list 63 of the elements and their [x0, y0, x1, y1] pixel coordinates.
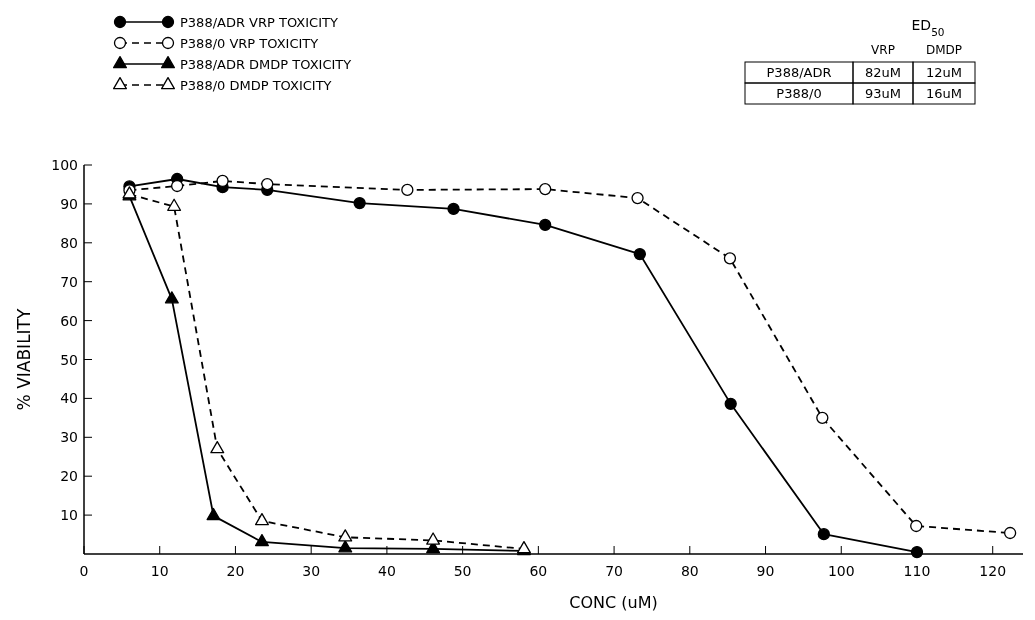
point [539, 182, 552, 196]
y-tick-label: 60 [60, 312, 78, 329]
legend-label: P388/0 VRP TOXICITY [180, 36, 319, 51]
point [426, 532, 441, 545]
point [633, 247, 646, 261]
x-tick-label: 40 [377, 563, 396, 579]
x-tick-label: 120 [979, 563, 1007, 579]
x-tick-label: 90 [756, 563, 775, 579]
text: P388/ADR [766, 65, 832, 80]
x-tick-label: 70 [605, 563, 623, 579]
y-tick-label: 20 [60, 468, 78, 485]
x-tick-label: 60 [529, 563, 548, 579]
legend-label: P388/ADR DMDP TOXICITY [180, 57, 352, 72]
y-tick-label: 70 [60, 273, 78, 290]
point [1003, 526, 1017, 540]
y-tick-label: 90 [60, 195, 78, 212]
x-tick-label: 10 [150, 563, 169, 579]
point [724, 397, 737, 410]
y-axis-title: % VIABILITY [14, 308, 34, 411]
point [254, 512, 269, 526]
point [539, 218, 552, 232]
text: 12uM [926, 65, 962, 80]
point [164, 291, 179, 304]
point [447, 202, 460, 216]
point [210, 440, 225, 454]
y-tick-label: 50 [60, 351, 78, 368]
point [353, 196, 366, 210]
x-tick-label: 30 [302, 563, 321, 579]
x-tick-label: 50 [453, 563, 472, 579]
point [910, 519, 923, 533]
point [631, 191, 644, 205]
point [723, 252, 737, 265]
point [401, 183, 414, 197]
text: 16uM [926, 86, 962, 101]
x-axis-title: CONC (uM) [569, 593, 658, 612]
x-tick-label: 20 [226, 563, 245, 579]
y-tick-label: 100 [51, 157, 78, 173]
point [817, 528, 830, 541]
point [170, 179, 184, 193]
legend-label: P388/ADR VRP TOXICITY [180, 15, 338, 30]
point [338, 529, 353, 542]
x-tick-label: 100 [827, 563, 855, 579]
point [338, 540, 353, 553]
point [261, 177, 274, 191]
x-tick-label: 110 [903, 563, 931, 579]
point [254, 533, 269, 547]
text: ED$_{50}$ [911, 17, 945, 38]
text: VRP [871, 43, 895, 57]
y-tick-label: 10 [60, 507, 78, 524]
x-tick-label: 80 [680, 563, 699, 579]
point [216, 174, 229, 188]
legend-label: P388/0 DMDP TOXICITY [180, 78, 332, 93]
text: DMDP [925, 43, 963, 57]
point [816, 411, 829, 424]
point [167, 198, 182, 211]
text: 82uM [865, 65, 901, 80]
x-tick-label: 0 [79, 563, 89, 579]
text: P388/0 [776, 86, 822, 101]
text: 93uM [865, 86, 901, 101]
y-tick-label: 30 [60, 429, 78, 446]
y-tick-label: 80 [60, 234, 78, 251]
y-tick-label: 40 [60, 390, 78, 407]
point [206, 507, 221, 521]
